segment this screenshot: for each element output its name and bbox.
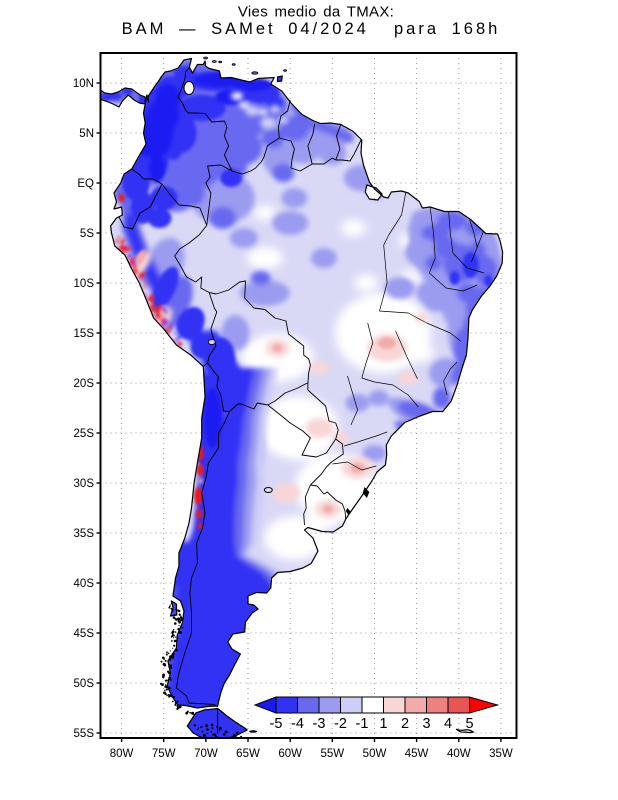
svg-text:-4: -4 <box>291 716 304 732</box>
svg-text:3: 3 <box>422 716 430 732</box>
svg-text:-5: -5 <box>270 716 283 732</box>
svg-text:-2: -2 <box>334 716 347 732</box>
svg-text:4: 4 <box>444 716 452 732</box>
svg-text:5S: 5S <box>80 228 94 240</box>
svg-text:65W: 65W <box>236 748 260 760</box>
svg-text:50W: 50W <box>363 748 387 760</box>
svg-text:70W: 70W <box>194 748 218 760</box>
svg-text:5: 5 <box>465 716 473 732</box>
svg-text:45W: 45W <box>405 748 429 760</box>
svg-text:30S: 30S <box>74 478 95 490</box>
svg-text:-1: -1 <box>356 716 369 732</box>
svg-text:60W: 60W <box>278 748 302 760</box>
svg-text:10S: 10S <box>74 278 95 290</box>
svg-text:75W: 75W <box>152 748 176 760</box>
svg-text:20S: 20S <box>74 378 95 390</box>
svg-text:5N: 5N <box>79 128 94 140</box>
svg-text:BAM — SAMet 04/2024 para 168h: BAM — SAMet 04/2024 para 168h <box>122 20 501 38</box>
svg-text:EQ: EQ <box>77 178 94 190</box>
svg-text:1: 1 <box>379 716 387 732</box>
svg-text:15S: 15S <box>74 328 95 340</box>
svg-text:2: 2 <box>401 716 409 732</box>
svg-text:80W: 80W <box>110 748 134 760</box>
svg-text:25S: 25S <box>74 428 95 440</box>
svg-text:55S: 55S <box>74 728 95 740</box>
svg-text:55W: 55W <box>320 748 344 760</box>
svg-text:-3: -3 <box>313 716 326 732</box>
svg-text:35W: 35W <box>489 748 513 760</box>
svg-text:Vies medio da TMAX:: Vies medio da TMAX: <box>238 4 394 21</box>
svg-text:10N: 10N <box>73 78 94 90</box>
svg-text:50S: 50S <box>74 678 95 690</box>
svg-text:40W: 40W <box>447 748 471 760</box>
svg-text:35S: 35S <box>74 528 95 540</box>
svg-text:45S: 45S <box>74 628 95 640</box>
svg-text:40S: 40S <box>74 578 95 590</box>
